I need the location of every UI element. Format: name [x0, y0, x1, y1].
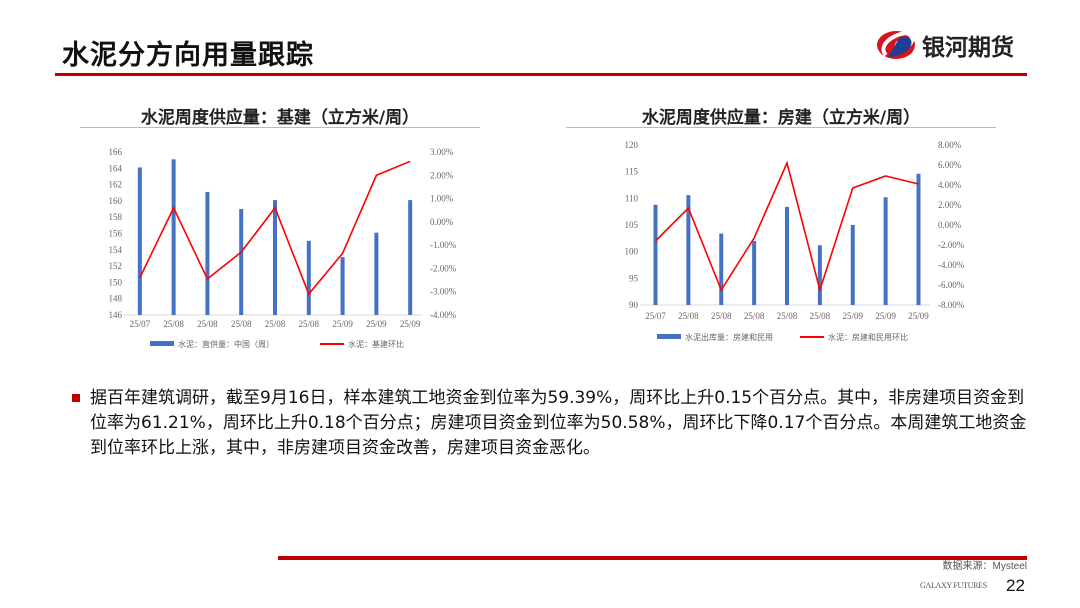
y-tick-right: 2.00% — [938, 200, 962, 210]
galaxy-logo-icon — [877, 30, 915, 59]
logo-text: 银河期货 — [922, 35, 1014, 61]
bar — [883, 197, 888, 305]
x-tick: 25/09 — [842, 311, 863, 321]
y-tick-right: -2.00% — [430, 263, 457, 273]
y-tick-right: -6.00% — [938, 280, 965, 290]
y-tick-left: 150 — [109, 277, 123, 287]
y-tick-left: 156 — [109, 229, 123, 239]
y-tick-left: 100 — [625, 247, 639, 257]
data-source: 数据来源：Mysteel — [942, 561, 1027, 572]
x-tick: 25/09 — [875, 311, 896, 321]
y-tick-right: -4.00% — [938, 260, 965, 270]
y-tick-right: -2.00% — [938, 240, 965, 250]
bar — [719, 233, 724, 305]
brand-text: GALAXY FUTURES — [920, 581, 987, 590]
x-tick: 25/09 — [400, 319, 421, 329]
y-tick-right: 0.00% — [430, 217, 454, 227]
y-tick-right: 2.00% — [430, 170, 454, 180]
x-tick: 25/08 — [265, 319, 286, 329]
bar — [171, 159, 176, 315]
y-tick-left: 160 — [109, 196, 123, 206]
y-tick-right: -4.00% — [430, 310, 457, 320]
y-tick-right: 0.00% — [938, 220, 962, 230]
y-tick-left: 95 — [629, 273, 639, 283]
bar — [273, 200, 277, 315]
y-tick-left: 158 — [109, 212, 123, 222]
bar — [205, 191, 210, 315]
y-tick-left: 148 — [109, 294, 123, 304]
bullet-icon — [72, 394, 80, 402]
chart-title-left: 水泥周度供应量：基建（立方米/周） — [140, 108, 420, 128]
legend-label: 水泥：基建环比 — [348, 339, 404, 349]
legend-swatch-bar — [150, 341, 174, 346]
x-tick: 25/07 — [645, 311, 666, 321]
y-tick-left: 162 — [109, 180, 123, 190]
x-tick: 25/07 — [130, 319, 151, 329]
page-number: 22 — [1006, 576, 1025, 595]
bar — [239, 209, 244, 315]
x-tick: 25/08 — [197, 319, 218, 329]
bar — [408, 200, 413, 315]
legend-label: 水泥：房建和民用环比 — [828, 332, 908, 342]
bar — [653, 204, 658, 305]
y-tick-left: 164 — [109, 163, 123, 173]
y-tick-right: 8.00% — [938, 140, 962, 150]
y-tick-left: 166 — [109, 147, 123, 157]
legend-label: 水泥：直供量：中国（周） — [178, 339, 274, 349]
y-tick-left: 90 — [629, 300, 639, 310]
x-tick: 25/08 — [678, 311, 699, 321]
bar — [785, 206, 789, 305]
y-tick-left: 154 — [109, 245, 123, 255]
y-tick-right: 1.00% — [430, 194, 454, 204]
bar — [916, 173, 921, 305]
y-tick-right: -8.00% — [938, 300, 965, 310]
y-tick-right: -1.00% — [430, 240, 457, 250]
bar — [850, 225, 855, 305]
y-tick-left: 105 — [625, 220, 639, 230]
bar — [752, 241, 757, 305]
y-tick-left: 110 — [625, 193, 639, 203]
y-tick-left: 115 — [625, 167, 639, 177]
body-paragraph: 据百年建筑调研，截至9月16日，样本建筑工地资金到位率为59.39%，周环比上升… — [90, 388, 1027, 458]
header-divider — [55, 73, 1027, 76]
y-tick-right: -3.00% — [430, 287, 457, 297]
y-tick-right: 4.00% — [938, 180, 962, 190]
chart-title-right: 水泥周度供应量：房建（立方米/周） — [641, 108, 921, 128]
bar — [306, 240, 311, 315]
legend-swatch-bar — [657, 334, 681, 339]
bar — [340, 257, 345, 315]
x-tick: 25/09 — [366, 319, 387, 329]
page-title: 水泥分方向用量跟踪 — [62, 40, 314, 71]
x-tick: 25/08 — [231, 319, 252, 329]
y-tick-left: 152 — [109, 261, 123, 271]
x-tick: 25/08 — [299, 319, 320, 329]
x-tick: 25/09 — [332, 319, 353, 329]
bar — [817, 245, 822, 305]
legend-label: 水泥出库量：房建和民用 — [685, 332, 773, 342]
y-tick-left: 120 — [625, 140, 639, 150]
bar — [686, 195, 691, 305]
x-tick: 25/08 — [810, 311, 831, 321]
y-tick-right: 3.00% — [430, 147, 454, 157]
bar — [374, 232, 379, 315]
x-tick: 25/09 — [908, 311, 929, 321]
chart-title-underline — [566, 127, 996, 128]
x-tick: 25/08 — [777, 311, 798, 321]
x-tick: 25/08 — [744, 311, 765, 321]
x-tick: 25/08 — [163, 319, 184, 329]
bar — [137, 167, 142, 315]
logo: 银河期货 — [876, 28, 1014, 62]
chart-title-underline — [80, 127, 480, 128]
charts: 146 148 150 152 154 156 158 160 162 164 166 -4.00% -… — [109, 140, 965, 349]
x-tick: 25/08 — [711, 311, 732, 321]
y-tick-right: 6.00% — [938, 160, 962, 170]
y-tick-left: 146 — [109, 310, 123, 320]
footer-divider — [278, 556, 1027, 560]
